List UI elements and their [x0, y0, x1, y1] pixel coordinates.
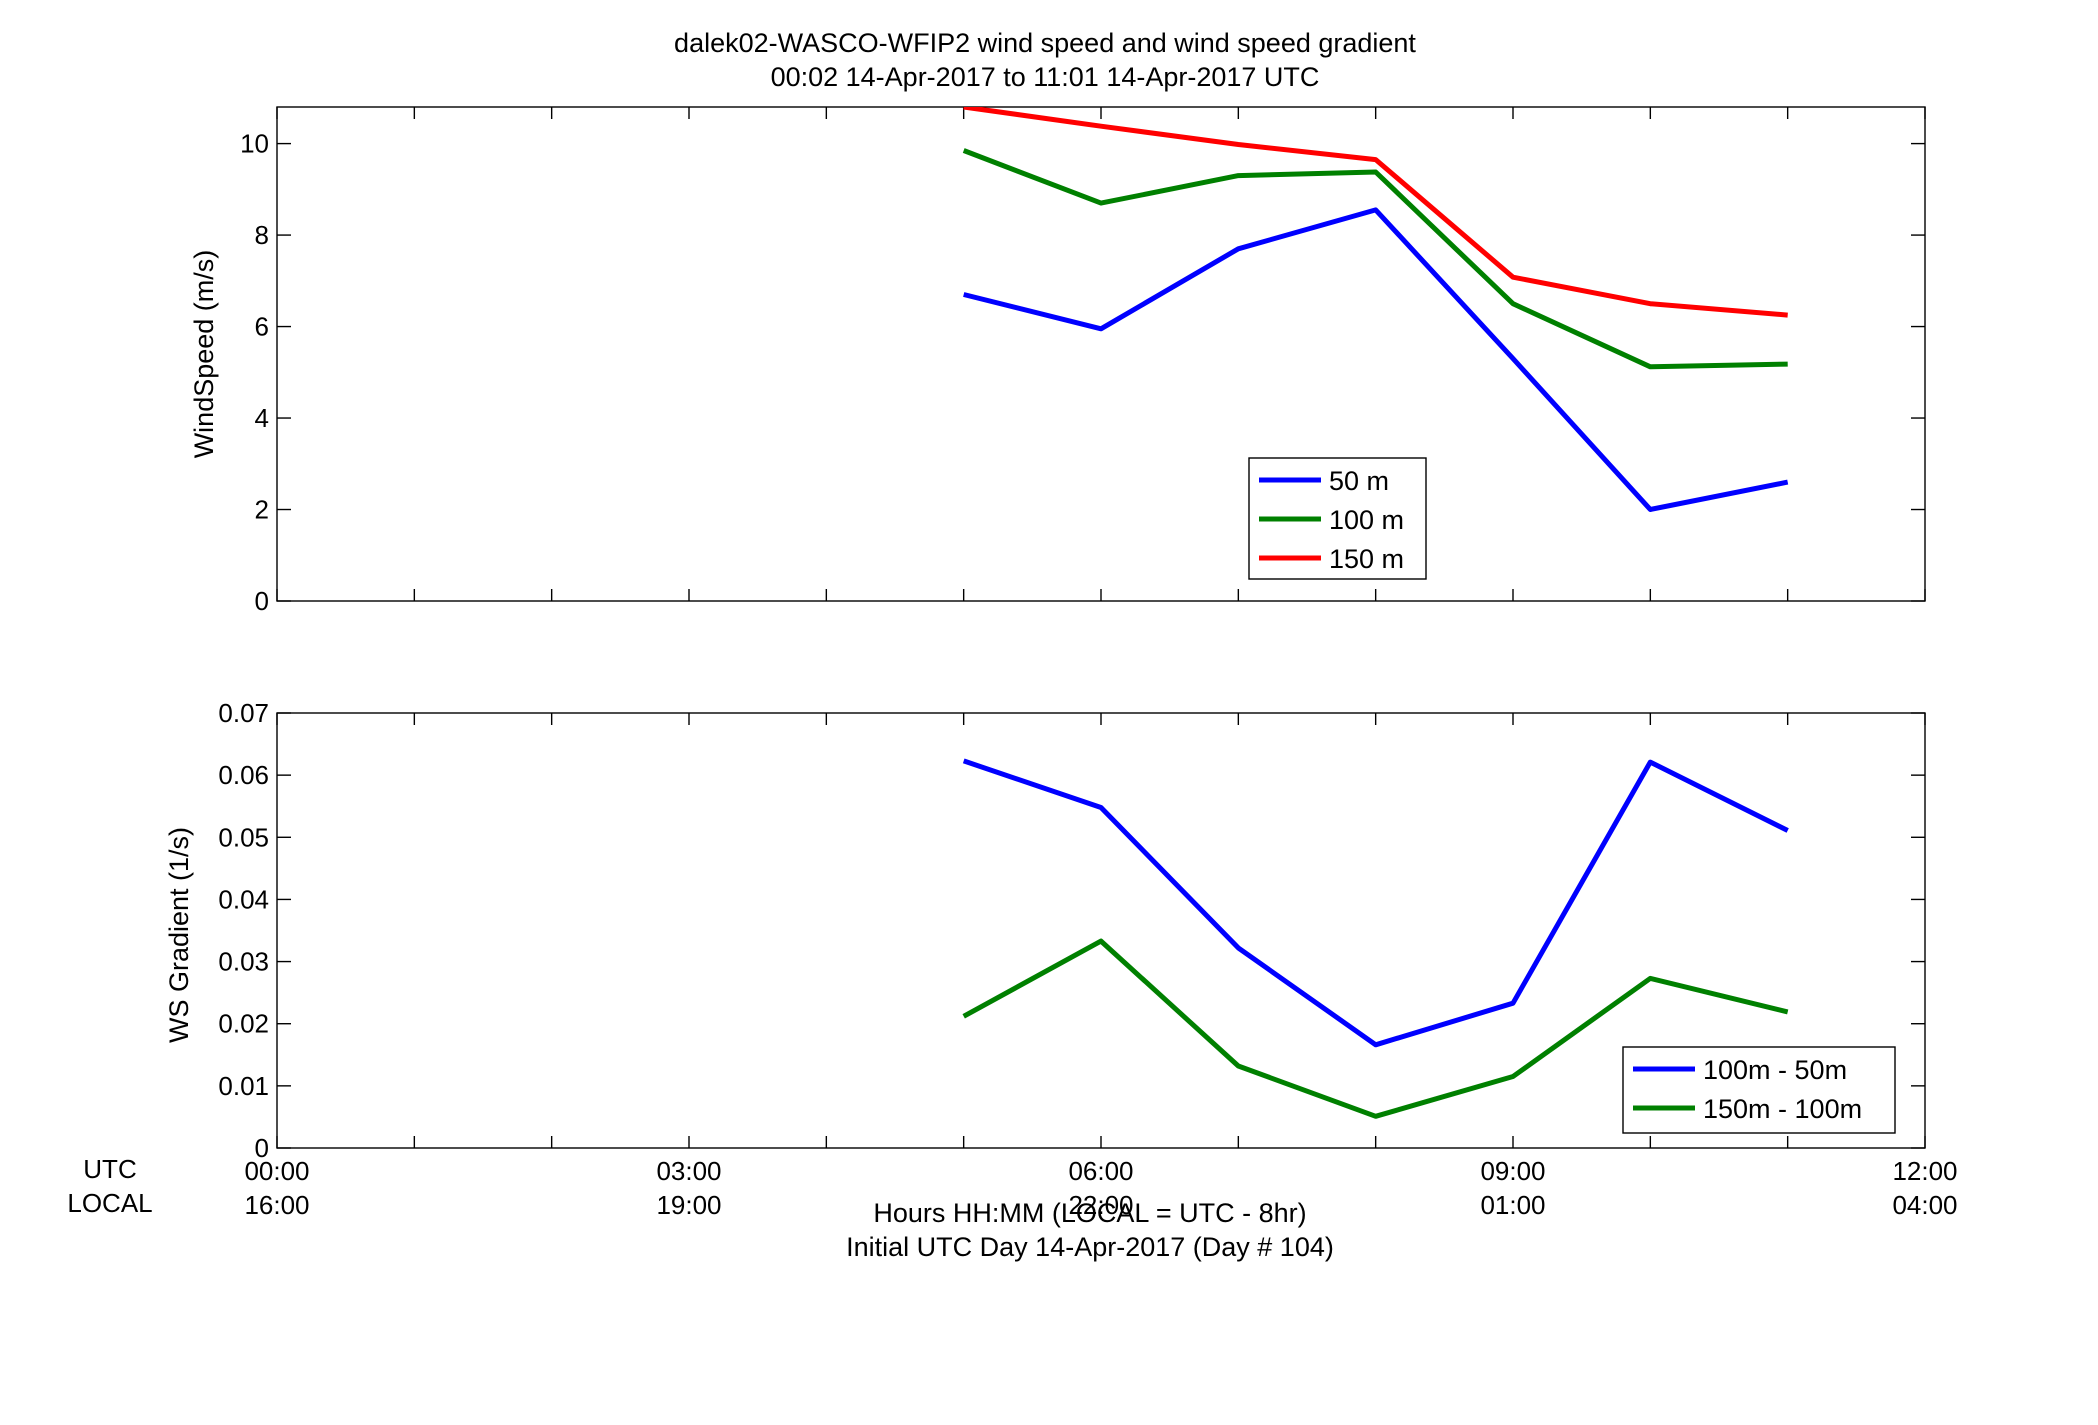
- y-tick-label: 0.07: [218, 698, 269, 728]
- y-tick-label: 8: [255, 220, 269, 250]
- x-tick-label-local: 04:00: [1892, 1190, 1957, 1220]
- local-row-label: LOCAL: [67, 1188, 152, 1218]
- y-tick-label: 0: [255, 586, 269, 616]
- y-tick-label: 10: [240, 129, 269, 159]
- wind-speed-panel: 0 2 4 6 8 10 WindSpeed (m/s) 50 m 100 m 150 m: [189, 106, 1926, 616]
- x-tick-label-utc: 12:00: [1892, 1156, 1957, 1186]
- legend-entry: 150m - 100m: [1703, 1094, 1862, 1124]
- x-tick-label-local: 19:00: [656, 1190, 721, 1220]
- y-tick-label: 0.04: [218, 884, 269, 914]
- x-tick-labels: 00:00 03:00 06:00 09:00 12:00 16:00 19:00 22:00…: [244, 1156, 1957, 1220]
- y-axis-label: WindSpeed (m/s): [189, 250, 219, 459]
- x-tick-label-utc: 03:00: [656, 1156, 721, 1186]
- x-axis-label-line1: Hours HH:MM (LOCAL = UTC - 8hr): [873, 1198, 1306, 1228]
- plot-frame: [276, 106, 1926, 602]
- y-tick-label: 6: [255, 312, 269, 342]
- wind-speed-gradient-panel: 0 0.01 0.02 0.03 0.04 0.05 0.06 0.07 WS Gradient…: [164, 698, 1926, 1163]
- y-tick-label: 4: [255, 403, 269, 433]
- legend-entry: 100m - 50m: [1703, 1055, 1847, 1085]
- x-tick-label-utc: 06:00: [1068, 1156, 1133, 1186]
- legend-entry: 150 m: [1329, 544, 1404, 574]
- y-tick-label: 0.03: [218, 947, 269, 977]
- y-tick-label: 0.01: [218, 1071, 269, 1101]
- x-tick-label-local: 16:00: [244, 1190, 309, 1220]
- y-axis-label: WS Gradient (1/s): [164, 827, 194, 1043]
- legend-box: [1622, 1046, 1896, 1134]
- x-tick-label-utc: 00:00: [244, 1156, 309, 1186]
- y-tick-label: 0.05: [218, 822, 269, 852]
- y-tick-label: 0: [255, 1133, 269, 1163]
- chart-title-line1: dalek02-WASCO-WFIP2 wind speed and wind …: [674, 28, 1416, 58]
- legend-entry: 50 m: [1329, 466, 1389, 496]
- legend-entry: 100 m: [1329, 505, 1404, 535]
- chart-title-line2: 00:02 14-Apr-2017 to 11:01 14-Apr-2017 U…: [771, 62, 1320, 92]
- series-line-100m-50m: [962, 758, 1789, 1048]
- series-line-100-m: [962, 148, 1788, 370]
- series-group: [962, 107, 1789, 512]
- y-tick-label: 2: [255, 495, 269, 525]
- x-tick-label-utc: 09:00: [1480, 1156, 1545, 1186]
- y-tick-label: 0.02: [218, 1009, 269, 1039]
- x-tick-label-local: 01:00: [1480, 1190, 1545, 1220]
- series-group: [962, 758, 1789, 1119]
- legend: 100m - 50m 150m - 100m: [1622, 1046, 1896, 1134]
- x-tick-label-local: 22:00: [1068, 1190, 1133, 1220]
- legend: 50 m 100 m 150 m: [1248, 457, 1427, 580]
- y-tick-label: 0.06: [218, 760, 269, 790]
- utc-row-label: UTC: [83, 1154, 136, 1184]
- x-axis-label-line2: Initial UTC Day 14-Apr-2017 (Day # 104): [846, 1232, 1334, 1262]
